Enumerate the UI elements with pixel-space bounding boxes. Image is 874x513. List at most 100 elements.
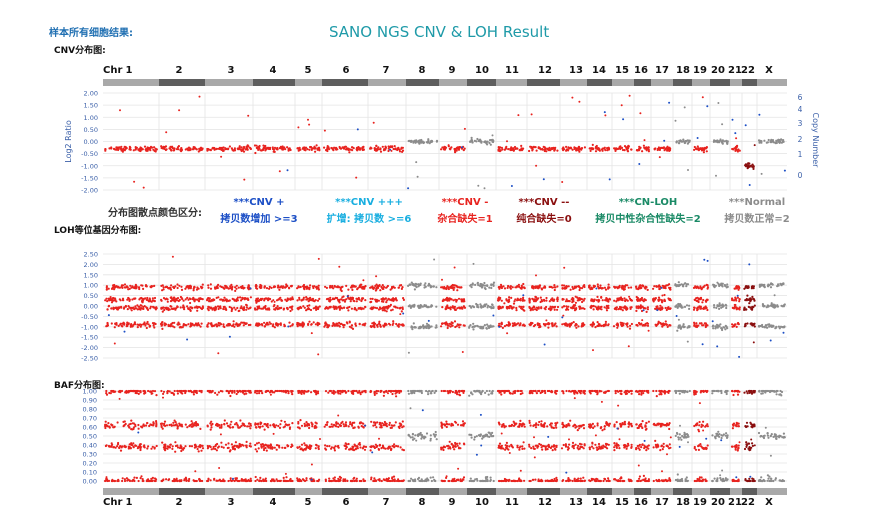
loh-point [243, 306, 246, 309]
loh-point [556, 285, 559, 288]
loh-point [308, 320, 311, 323]
cnv-y2label: Copy Number [811, 113, 820, 169]
loh-point [306, 286, 310, 289]
loh-point [146, 296, 149, 300]
loh-point [162, 286, 165, 289]
cnv-point [635, 149, 639, 152]
loh-outlier [562, 314, 565, 317]
cnv-point [535, 149, 538, 152]
loh-point [725, 306, 728, 310]
cnv-point [751, 163, 754, 166]
loh-point [232, 324, 235, 327]
cnv-outlier [297, 126, 300, 129]
loh-point [491, 306, 494, 309]
loh-point [474, 283, 477, 286]
loh-point [401, 306, 404, 309]
cnv-point [362, 148, 365, 151]
loh-point [744, 299, 747, 302]
loh-point [604, 320, 608, 323]
loh-point [674, 284, 677, 287]
cnv-point [417, 140, 420, 143]
baf-point [239, 419, 242, 422]
loh-point [153, 296, 157, 300]
loh-point [282, 307, 286, 310]
cnv-point [469, 140, 472, 143]
loh-point [263, 321, 266, 324]
loh-point [547, 322, 550, 325]
top-chr-18: 18 [676, 65, 690, 76]
cnv-point [591, 143, 594, 146]
loh-point [136, 326, 139, 329]
loh-point [474, 325, 477, 328]
loh-point [249, 296, 252, 299]
loh-point [199, 307, 203, 310]
loh-point [370, 325, 373, 329]
loh-point [387, 322, 391, 325]
loh-outlier [647, 329, 650, 332]
loh-point [619, 296, 623, 299]
loh-point [458, 306, 461, 309]
loh-point [414, 282, 417, 285]
loh-point [208, 299, 211, 302]
cnv-point [401, 146, 404, 149]
loh-point [452, 288, 455, 291]
loh-point [521, 307, 524, 310]
loh-point [763, 286, 766, 289]
baf-point [209, 428, 212, 431]
cnv-point [766, 141, 770, 144]
cnv-point [209, 149, 212, 152]
loh-point [179, 306, 182, 309]
cnv-outlier [744, 124, 747, 127]
loh-point [529, 307, 532, 310]
baf-point [206, 425, 209, 428]
baf-point [185, 479, 188, 482]
cnv-point [116, 146, 120, 149]
loh-point [189, 301, 192, 305]
loh-point [737, 285, 741, 289]
baf-point [149, 479, 152, 483]
loh-point [310, 323, 313, 326]
loh-point [629, 324, 632, 327]
loh-point [355, 297, 358, 300]
baf-point [176, 446, 180, 449]
loh-point [480, 306, 483, 309]
cnv-outlier [668, 101, 671, 104]
cnv-point [617, 147, 620, 150]
loh-point [187, 287, 190, 290]
loh-point [112, 306, 115, 309]
loh-point [468, 304, 471, 308]
loh-outlier [716, 345, 719, 348]
cnv-point [387, 149, 390, 153]
baf-point [216, 424, 219, 427]
baf-point [179, 424, 182, 427]
bottom-chr-8: 8 [419, 497, 426, 508]
cnv-point [161, 146, 164, 149]
loh-point [723, 283, 727, 287]
loh-point [161, 327, 164, 330]
baf-point [155, 420, 158, 423]
loh-point [590, 299, 593, 302]
baf-point [147, 389, 150, 393]
loh-point [121, 299, 125, 302]
baf-point [258, 426, 261, 429]
loh-point [131, 325, 134, 328]
baf-point [190, 423, 193, 426]
loh-point [312, 321, 315, 324]
loh-point [246, 297, 249, 300]
loh-point [713, 304, 716, 307]
loh-point [522, 296, 525, 299]
loh-point [268, 287, 271, 290]
bottom-chr-10: 10 [475, 497, 489, 508]
loh-point [290, 285, 293, 288]
cnv-outlier [715, 174, 717, 177]
loh-point [149, 299, 152, 302]
loh-point [255, 301, 258, 304]
baf-point [242, 444, 245, 447]
loh-point [688, 307, 691, 310]
loh-point [639, 323, 642, 326]
loh-point [119, 323, 122, 326]
cnv-outlier [463, 127, 466, 130]
loh-point [221, 298, 224, 301]
loh-point [382, 287, 385, 290]
cnv-point [738, 149, 741, 152]
